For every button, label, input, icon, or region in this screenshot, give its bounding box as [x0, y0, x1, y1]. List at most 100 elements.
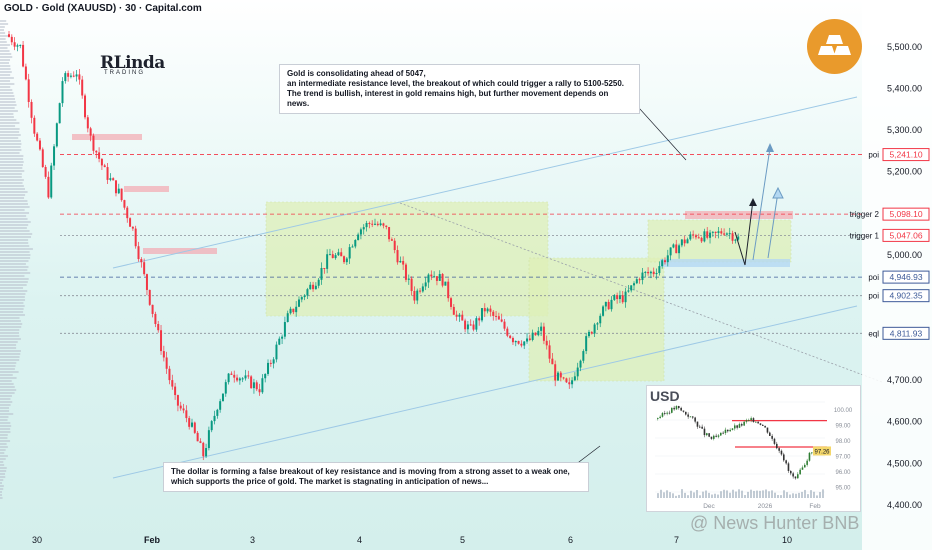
volume-profile-bar [0, 98, 16, 100]
candle-body [236, 377, 239, 381]
watermark: @ News Hunter BNB [690, 513, 860, 533]
inset-volume-bar [789, 494, 791, 498]
volume-profile-bar [0, 410, 10, 412]
inset-candle-body [780, 450, 783, 455]
candle-body [503, 321, 506, 329]
candle-body [480, 308, 483, 321]
inset-volume-bar [816, 495, 818, 498]
candle-body [478, 318, 481, 321]
candle-body [464, 320, 467, 330]
volume-profile-bar [0, 173, 22, 175]
candle-body [644, 271, 647, 273]
inset-candle-body [806, 460, 808, 465]
inset-candle-body [715, 435, 717, 437]
candle-body [427, 274, 430, 283]
time-tick-label: 7 [674, 535, 680, 545]
volume-profile-bar [0, 344, 17, 346]
volume-profile-bar [0, 227, 27, 229]
candle-body [475, 318, 478, 330]
level-label: trigger 1 [850, 231, 880, 240]
falling-trendline [399, 202, 883, 383]
inset-volume-bar [750, 489, 752, 498]
candle-body [72, 75, 75, 77]
volume-profile-bar [0, 365, 16, 367]
price-badge [882, 148, 930, 162]
candle-body [188, 418, 191, 427]
candle-body [241, 378, 244, 380]
volume-profile-bar [0, 425, 12, 427]
inset-volume-bar [804, 489, 806, 498]
candle-body [84, 95, 87, 118]
volume-profile-bar [0, 236, 32, 238]
candle-body [390, 239, 393, 241]
candle-body [295, 306, 298, 313]
volume-profile-bar [0, 284, 27, 286]
volume-profile-bar [0, 395, 12, 397]
candle-body [506, 328, 509, 336]
candle-body [376, 223, 379, 226]
inset-candle-body [773, 438, 776, 444]
volume-profile-bar [0, 38, 6, 40]
candle-body [323, 268, 326, 270]
price-badge-label: 5,098.10 [889, 209, 922, 219]
inset-volume-bar [708, 492, 710, 498]
candle-body [281, 336, 284, 339]
candle-body [697, 237, 700, 239]
volume-profile-bar [0, 116, 14, 118]
price-tick-label: 4,500.00 [887, 458, 922, 468]
volume-profile-bar [0, 311, 24, 313]
candle-body [647, 271, 650, 274]
volume-profile-bar [0, 230, 30, 232]
volume-profile-bar [0, 449, 6, 451]
inset-volume-bar [693, 492, 695, 498]
volume-profile-bar [0, 128, 20, 130]
volume-profile-bar [0, 218, 28, 220]
volume-profile-bar [0, 386, 15, 388]
inset-candle-body [811, 452, 813, 454]
price-tick-label: 5,500.00 [887, 42, 922, 52]
volume-profile-bar [0, 41, 7, 43]
time-tick-label: 4 [357, 535, 363, 545]
volume-profile-bar [0, 32, 6, 34]
inset-candle-body [759, 423, 762, 425]
candle-body [438, 274, 441, 281]
volume-profile-bar [0, 122, 20, 124]
price-tick-label: 5,000.00 [887, 250, 922, 260]
candle-body [41, 149, 44, 167]
inset-candle-body [757, 421, 759, 424]
candle-body [633, 283, 636, 286]
price-badge [882, 289, 930, 303]
inset-volume-bar [795, 493, 797, 498]
inset-price-tag-label: 97.26 [814, 449, 830, 455]
candle-body [140, 259, 143, 263]
candle-body [348, 247, 351, 259]
candle-body [520, 343, 523, 346]
volume-profile-bar [0, 185, 24, 187]
candle-body [69, 75, 72, 77]
inset-volume-bar [771, 490, 773, 498]
price-tick-label: 4,700.00 [887, 375, 922, 385]
candle-body [466, 324, 469, 330]
inset-volume-bar [810, 490, 812, 498]
candle-body [303, 295, 306, 298]
volume-profile-bar [0, 413, 14, 415]
inset-volume-bar [807, 494, 809, 498]
candle-body [272, 359, 275, 364]
candle-body [300, 297, 303, 300]
candle-body [737, 236, 740, 240]
candle-body [182, 408, 185, 411]
volume-profile-bar [0, 407, 10, 409]
candle-body [334, 255, 337, 259]
volume-profile-bar [0, 497, 3, 499]
candle-body [430, 274, 433, 277]
inset-candle-body [729, 429, 731, 432]
inset-tick-label: 97.00 [835, 455, 851, 461]
candle-body [275, 344, 278, 360]
volume-profile-bar [0, 257, 31, 259]
inset-candle-body [699, 426, 701, 428]
candle-body [663, 260, 666, 263]
volume-profile-bar [0, 80, 11, 82]
candle-body [67, 73, 70, 77]
candle-body [354, 239, 357, 247]
